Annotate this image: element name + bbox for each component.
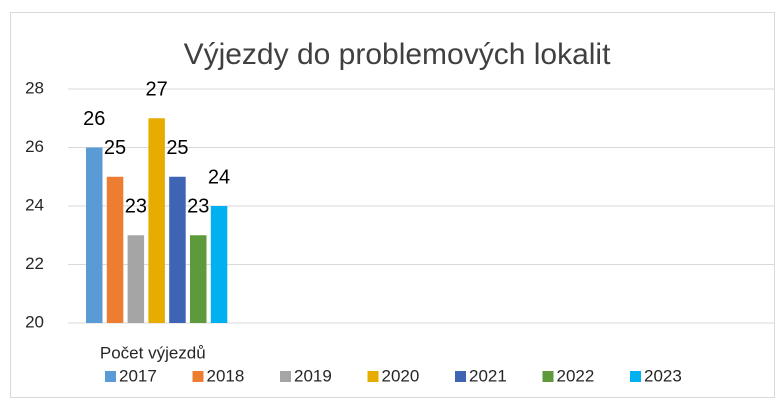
- data-label: 25: [166, 137, 188, 159]
- legend-swatch: [105, 371, 116, 382]
- legend-swatch: [192, 371, 204, 382]
- legend-swatch: [280, 371, 291, 382]
- data-label: 24: [208, 166, 230, 188]
- bar: [148, 118, 165, 323]
- data-label: 23: [187, 196, 209, 218]
- legend-swatch: [542, 371, 554, 382]
- bar: [106, 176, 124, 323]
- legend-label: 2017: [119, 366, 157, 385]
- y-tick-label: 28: [25, 78, 44, 97]
- y-tick-label: 24: [25, 195, 44, 214]
- y-tick-label: 20: [25, 312, 44, 331]
- chart-title: Výjezdy do problemových lokalit: [184, 38, 612, 71]
- bar: [190, 235, 207, 323]
- legend-label: 2021: [469, 366, 507, 385]
- data-label: 26: [83, 108, 105, 130]
- y-tick-label: 22: [25, 254, 44, 273]
- bar: [86, 147, 103, 323]
- legend-label: 2023: [644, 366, 682, 385]
- legend-label: 2019: [294, 366, 332, 385]
- legend-swatch: [455, 371, 466, 382]
- bar: [169, 176, 186, 323]
- data-label: 23: [125, 196, 147, 218]
- legend-swatch: [367, 371, 379, 382]
- bar: [127, 235, 145, 323]
- legend-label: 2018: [207, 366, 245, 385]
- y-tick-label: 26: [25, 137, 44, 156]
- legend-swatch: [630, 371, 641, 382]
- x-tick-label: Počet výjezdů: [100, 343, 206, 362]
- chart-border: [10, 12, 775, 398]
- legend-label: 2020: [382, 366, 420, 385]
- bar: [210, 206, 228, 323]
- legend-label: 2022: [557, 366, 595, 385]
- data-label: 27: [146, 79, 168, 101]
- data-label: 25: [104, 137, 126, 159]
